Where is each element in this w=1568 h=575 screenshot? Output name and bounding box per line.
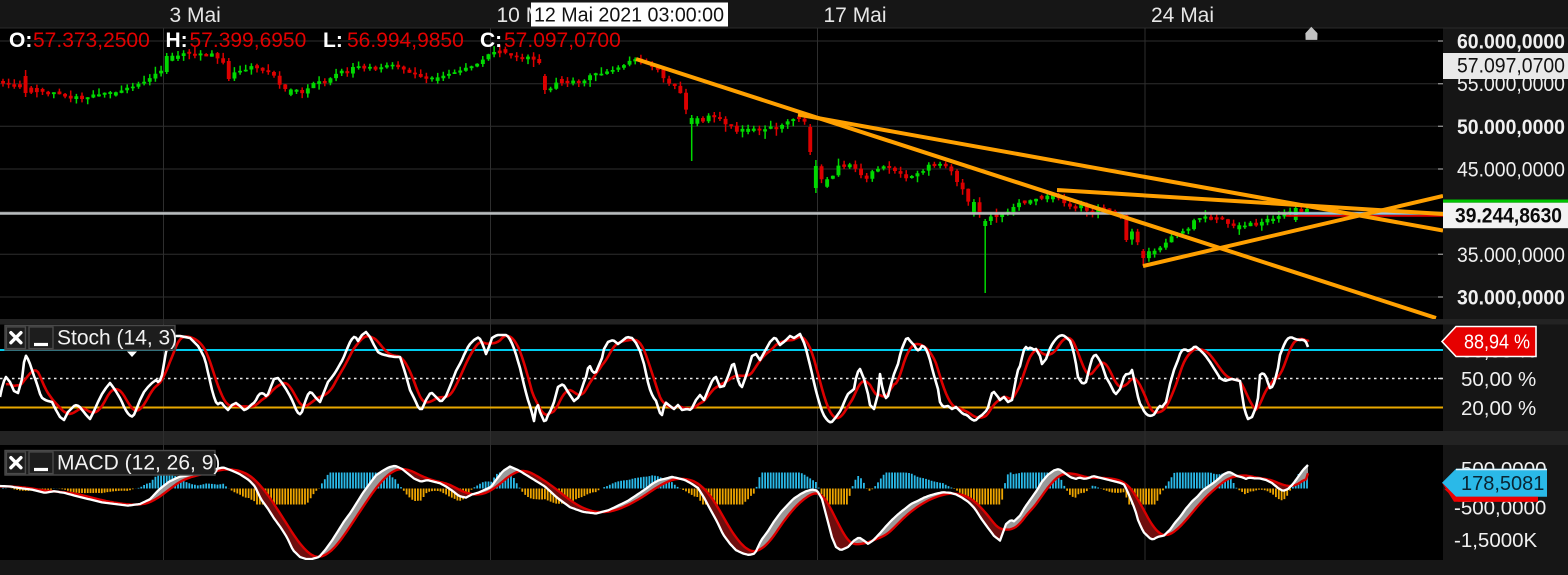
svg-text:3 Mai: 3 Mai	[170, 4, 221, 27]
svg-text:-1,5000K: -1,5000K	[1454, 529, 1538, 552]
svg-text:O:: O:	[9, 29, 32, 52]
svg-text:60.000,0000: 60.000,0000	[1457, 31, 1565, 54]
svg-text:Stoch (14, 3): Stoch (14, 3)	[57, 327, 177, 350]
svg-text:88,94 %: 88,94 %	[1464, 332, 1530, 354]
svg-text:MACD (12, 26, 9): MACD (12, 26, 9)	[57, 452, 220, 475]
svg-text:35.000,0000: 35.000,0000	[1457, 244, 1565, 267]
svg-text:57.373,2500: 57.373,2500	[33, 29, 150, 52]
svg-text:50.000,0000: 50.000,0000	[1457, 116, 1565, 139]
svg-text:56.994,9850: 56.994,9850	[347, 29, 464, 52]
svg-text:17 Mai: 17 Mai	[824, 4, 887, 27]
svg-text:45.000,0000: 45.000,0000	[1457, 159, 1565, 182]
svg-text:L:: L:	[323, 29, 343, 52]
svg-text:57.097,0700: 57.097,0700	[1457, 55, 1565, 78]
svg-text:178,5081: 178,5081	[1461, 473, 1544, 495]
svg-text:20,00 %: 20,00 %	[1461, 397, 1536, 420]
svg-text:57.399,6950: 57.399,6950	[190, 29, 307, 52]
svg-text:57.097,0700: 57.097,0700	[504, 29, 621, 52]
svg-text:C:: C:	[480, 29, 502, 52]
svg-text:12 Mai 2021 03:00:00: 12 Mai 2021 03:00:00	[534, 4, 724, 27]
svg-text:H:: H:	[166, 29, 188, 52]
svg-text:39.244,8630: 39.244,8630	[1455, 205, 1562, 228]
svg-text:24 Mai: 24 Mai	[1151, 4, 1214, 27]
svg-text:30.000,0000: 30.000,0000	[1457, 287, 1565, 310]
svg-text:-500,0000: -500,0000	[1454, 497, 1546, 520]
svg-text:50,00 %: 50,00 %	[1461, 368, 1536, 391]
